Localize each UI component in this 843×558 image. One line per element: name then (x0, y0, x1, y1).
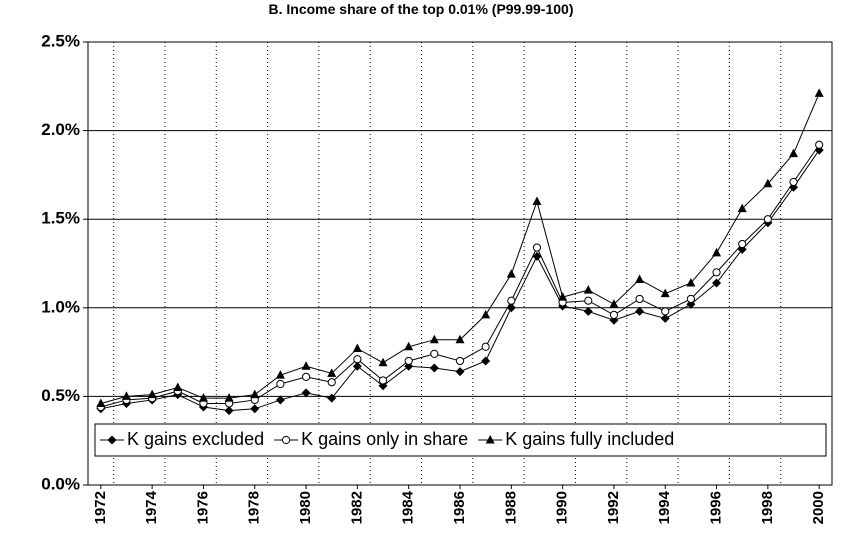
data-point (635, 274, 645, 283)
data-point (352, 361, 362, 371)
data-point (275, 395, 285, 405)
data-point (96, 398, 106, 407)
data-point (686, 277, 696, 287)
data-point (429, 363, 439, 373)
data-point (378, 357, 388, 367)
data-point (609, 299, 619, 308)
legend-item: K gains fully included (478, 429, 674, 449)
data-point (814, 88, 824, 97)
data-point (327, 393, 337, 403)
x-tick-label: 1978 (246, 491, 263, 524)
data-point (583, 285, 593, 294)
data-point (712, 268, 721, 277)
data-point (738, 239, 747, 249)
legend-box (94, 423, 827, 457)
y-tick-label: 2.5% (41, 31, 80, 50)
data-point (712, 247, 722, 257)
data-point (275, 370, 285, 379)
data-point (660, 288, 670, 298)
data-point (737, 203, 747, 213)
data-point (121, 391, 131, 400)
x-tick-label: 1972 (92, 491, 109, 524)
data-point (789, 177, 798, 187)
data-point (532, 196, 542, 205)
data-point (250, 404, 260, 414)
legend-marker (107, 435, 117, 445)
data-point (584, 296, 593, 305)
x-tick-label: 1982 (348, 491, 365, 524)
x-tick-label: 1986 (451, 491, 468, 524)
data-point (815, 140, 824, 149)
data-point (198, 393, 208, 402)
legend-item: K gains excluded (100, 429, 264, 449)
data-point (455, 334, 465, 344)
data-point (404, 341, 414, 351)
y-tick-label: 1.5% (41, 209, 80, 228)
chart-title: B. Income share of the top 0.01% (P99.99… (269, 1, 574, 17)
data-point (301, 372, 311, 382)
data-point (507, 296, 516, 305)
x-tick-label: 1976 (194, 491, 211, 524)
y-tick-label: 0.0% (41, 474, 80, 493)
data-point (455, 356, 465, 366)
data-point (660, 313, 670, 323)
data-point (481, 356, 491, 366)
x-tick-label: 1988 (502, 491, 519, 524)
data-point (327, 378, 336, 387)
x-tick-label: 1994 (656, 490, 673, 524)
data-point (224, 393, 234, 402)
data-point (481, 342, 490, 351)
data-point (532, 243, 542, 252)
data-point (712, 278, 722, 288)
x-tick-label: 2000 (810, 491, 827, 524)
data-point (173, 382, 183, 392)
y-tick-label: 0.5% (41, 386, 80, 405)
data-point (763, 215, 772, 224)
data-point (276, 379, 285, 389)
x-tick-label: 1998 (759, 491, 776, 524)
y-tick-label: 2.0% (41, 120, 80, 139)
data-point (635, 306, 645, 316)
x-tick-label: 1984 (400, 490, 417, 524)
data-point (609, 310, 619, 319)
data-point (250, 389, 260, 399)
data-point (147, 389, 157, 399)
data-point (353, 355, 362, 364)
data-point (506, 269, 516, 278)
data-point (224, 406, 234, 416)
data-point (532, 251, 542, 261)
x-tick-label: 1996 (708, 491, 725, 524)
x-tick-label: 1992 (605, 491, 622, 524)
data-point (301, 388, 311, 398)
data-point (789, 148, 799, 158)
data-point (661, 307, 670, 316)
legend-item: K gains only in share (274, 429, 468, 449)
data-point (763, 178, 773, 188)
x-tick-label: 1980 (297, 491, 314, 524)
data-point (352, 343, 362, 353)
data-point (481, 309, 491, 319)
data-point (430, 349, 439, 358)
data-point (635, 294, 644, 304)
data-point (404, 356, 413, 366)
legend-label: K gains only in share (301, 429, 468, 449)
legend-marker (485, 435, 495, 444)
y-tick-label: 1.0% (41, 297, 80, 316)
x-tick-label: 1990 (554, 491, 571, 524)
x-tick-label: 1974 (143, 490, 160, 524)
legend-label: K gains excluded (127, 429, 264, 449)
data-point (583, 306, 593, 316)
data-point (455, 367, 465, 377)
data-point (327, 368, 337, 377)
legend-label: K gains fully included (505, 429, 674, 449)
data-point (301, 361, 311, 370)
data-point (558, 292, 568, 301)
legend-marker (281, 435, 291, 445)
data-point (686, 294, 695, 304)
data-point (378, 376, 388, 385)
data-point (429, 334, 439, 344)
